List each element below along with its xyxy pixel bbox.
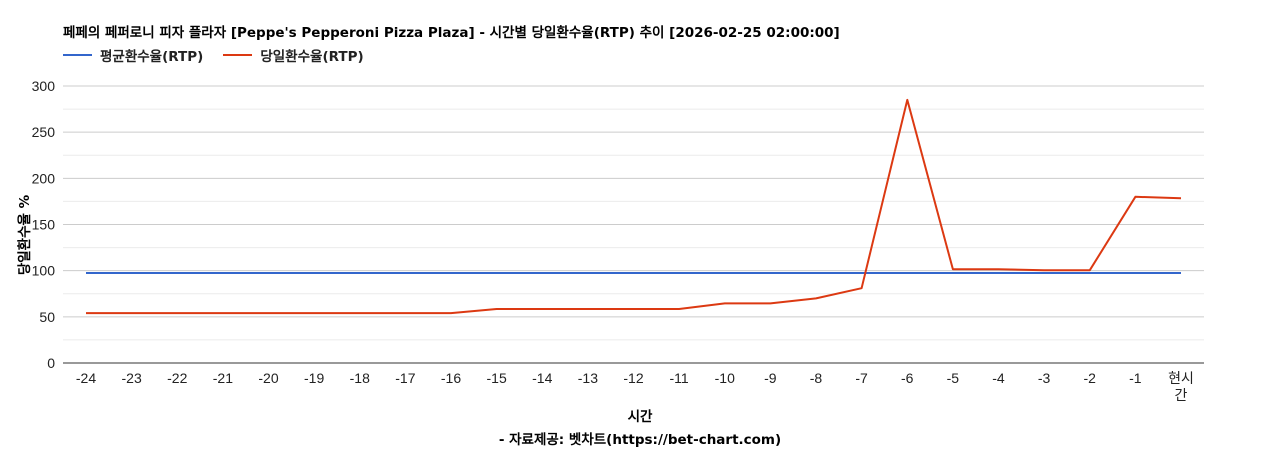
y-tick-label: 250 [32,124,56,140]
x-tick-label: -5 [947,370,960,386]
x-axis-ticks: -24 -23 -22 -21 -20 -19 -18 -17 -16 -15 -14 -13 -12 -… [76,370,1194,403]
x-tick-label: 간 [1175,387,1188,403]
y-tick-label: 200 [32,170,56,186]
y-axis-ticks: 0 50 100 150 200 250 300 [32,78,56,371]
x-axis-title: 시간 [627,409,653,425]
series-lines [86,98,1182,315]
x-tick-label: -3 [1038,370,1051,386]
legend-item-average-rtp[interactable]: 평균환수율(RTP) [63,45,203,65]
y-axis-title: 당일환수율 % [17,194,33,276]
legend-item-daily-rtp[interactable]: 당일환수율(RTP) [223,45,364,65]
chart-title: 페페의 페퍼로니 피자 플라자 [Peppe's Pepperoni Pizza… [63,25,840,41]
legend-swatch-red-line-icon [223,54,253,56]
x-tick-label: -23 [122,370,142,386]
x-tick-label: -17 [395,370,415,386]
x-tick-label: -15 [487,370,507,386]
x-tick-label: -16 [441,370,461,386]
x-tick-label: -4 [992,370,1005,386]
legend-swatch-blue-line-icon [63,54,92,56]
y-tick-label: 100 [32,263,56,279]
legend-label: 당일환수율(RTP) [260,49,364,65]
x-tick-label: -12 [623,370,643,386]
daily-rtp-line[interactable] [86,98,1182,315]
x-tick-label: -22 [167,370,187,386]
y-tick-label: 50 [39,309,55,325]
x-tick-label: -11 [670,370,689,386]
gridlines [63,85,1204,364]
x-tick-label: -13 [578,370,598,386]
x-tick-label: -8 [810,370,823,386]
x-tick-label: -1 [1129,370,1142,386]
x-tick-label: -24 [76,370,96,386]
x-tick-label: -19 [304,370,324,386]
y-tick-label: 0 [47,355,55,371]
y-tick-label: 300 [32,78,56,94]
x-tick-label: -9 [764,370,777,386]
legend-label: 평균환수율(RTP) [100,49,204,65]
x-tick-label: -7 [855,370,868,386]
x-tick-label: -2 [1084,370,1097,386]
x-tick-label: -10 [715,370,735,386]
x-tick-label: -14 [532,370,552,386]
x-tick-label: -20 [258,370,278,386]
x-tick-label: -6 [901,370,914,386]
chart-legend: 평균환수율(RTP) 당일환수율(RTP) [63,45,384,65]
y-tick-label: 150 [32,217,56,233]
x-tick-label: 현시 [1168,370,1194,386]
data-source-credit: - 자료제공: 벳차트(https://bet-chart.com) [498,432,782,448]
x-tick-label: -18 [350,370,370,386]
x-tick-label: -21 [213,370,233,386]
